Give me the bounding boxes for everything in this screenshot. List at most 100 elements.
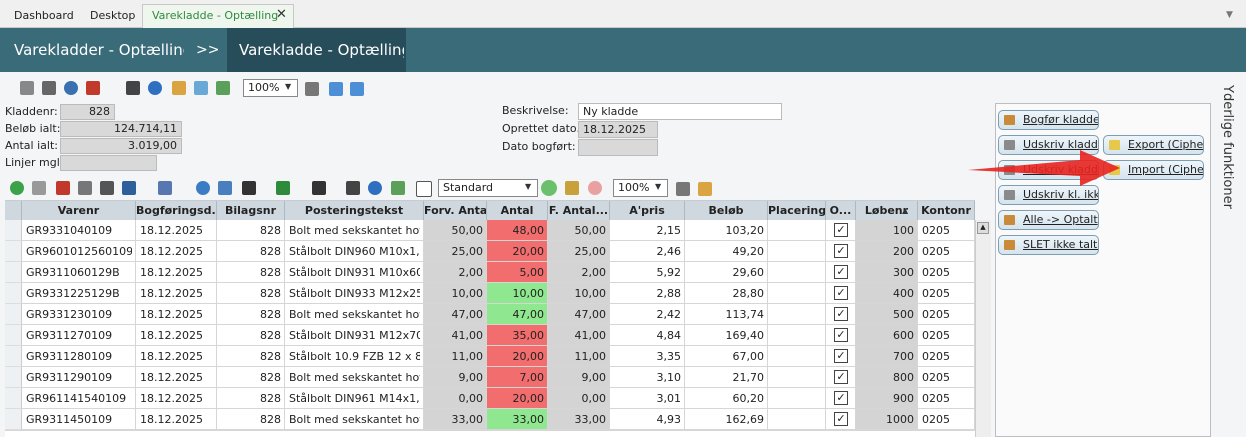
icon[interactable] bbox=[122, 181, 136, 195]
column-header[interactable]: Antal bbox=[487, 201, 548, 220]
cell-text[interactable]: 10,00 bbox=[512, 287, 545, 300]
cell-text[interactable]: 828 bbox=[260, 245, 281, 258]
column-header[interactable]: O... bbox=[826, 201, 856, 220]
cell-text[interactable]: 3,10 bbox=[656, 371, 682, 384]
cell-text[interactable]: GR961141540109 bbox=[26, 392, 127, 405]
cell-text[interactable]: 18.12.2025 bbox=[140, 266, 203, 279]
column-header[interactable]: Beløb bbox=[685, 201, 768, 220]
cell-text[interactable]: GR9311280109 bbox=[26, 350, 113, 363]
zoom-select[interactable]: 100% bbox=[243, 79, 298, 97]
icon[interactable] bbox=[216, 81, 230, 95]
cell-text[interactable]: 20,00 bbox=[512, 392, 545, 405]
cell-text[interactable]: 5,00 bbox=[519, 266, 545, 279]
tab[interactable]: Varekladde - Optælling bbox=[142, 4, 294, 28]
cell-text[interactable]: 41,00 bbox=[451, 329, 484, 342]
row-checkbox[interactable]: ✓ bbox=[834, 265, 848, 279]
tab[interactable]: Desktop bbox=[90, 9, 136, 22]
icon[interactable] bbox=[350, 82, 364, 96]
icon[interactable] bbox=[698, 182, 712, 196]
row-checkbox[interactable]: ✓ bbox=[834, 223, 848, 237]
cell-text[interactable]: 18.12.2025 bbox=[140, 392, 203, 405]
cell-text[interactable]: 0205 bbox=[922, 329, 950, 342]
icon[interactable] bbox=[391, 181, 405, 195]
cell-text[interactable]: 800 bbox=[893, 371, 914, 384]
cell-text[interactable]: 0205 bbox=[922, 308, 950, 321]
icon[interactable] bbox=[32, 181, 46, 195]
cell-text[interactable]: 2,88 bbox=[656, 287, 682, 300]
column-header[interactable]: Placering bbox=[768, 201, 826, 220]
cell-text[interactable]: 1000 bbox=[886, 413, 914, 426]
cell-text[interactable]: 25,00 bbox=[451, 245, 484, 258]
cell-text[interactable]: 2,46 bbox=[656, 245, 682, 258]
column-header[interactable]: Kontonr bbox=[918, 201, 975, 220]
column-header[interactable]: F. Antal... bbox=[548, 201, 610, 220]
cell-text[interactable]: Stålbolt 10.9 FZB 12 x 80... bbox=[289, 350, 420, 363]
zoom-select[interactable]: 100% bbox=[613, 179, 668, 197]
layout-select[interactable]: Standard bbox=[438, 179, 538, 197]
side-button[interactable]: Alle -> Optalt bbox=[998, 210, 1099, 230]
icon[interactable] bbox=[56, 181, 70, 195]
icon[interactable] bbox=[100, 181, 114, 195]
cell-text[interactable]: 169,40 bbox=[725, 329, 765, 342]
cell-text[interactable]: Bolt med sekskantet hov... bbox=[289, 224, 420, 237]
cell-text[interactable]: 20,00 bbox=[512, 350, 545, 363]
dropdown-arrow[interactable]: ▼ bbox=[525, 182, 532, 191]
row-checkbox[interactable]: ✓ bbox=[834, 370, 848, 384]
icon[interactable] bbox=[676, 182, 690, 196]
cell-text[interactable]: 18.12.2025 bbox=[140, 329, 203, 342]
icon[interactable] bbox=[588, 181, 602, 195]
field-value[interactable]: Ny kladde bbox=[578, 103, 782, 120]
cell-text[interactable]: 3,35 bbox=[656, 350, 682, 363]
column-header[interactable]: Bilagsnr bbox=[217, 201, 285, 220]
cell-text[interactable]: 300 bbox=[893, 266, 914, 279]
cell-text[interactable]: 29,60 bbox=[732, 266, 765, 279]
tab-close[interactable]: ✕ bbox=[276, 7, 287, 22]
icon[interactable] bbox=[276, 181, 290, 195]
breadcrumb-parent[interactable]: Varekladder - Optælling bbox=[14, 41, 184, 59]
cell-text[interactable]: 47,00 bbox=[512, 308, 545, 321]
icon[interactable] bbox=[148, 81, 162, 95]
column-header[interactable]: A'pris bbox=[610, 201, 685, 220]
icon[interactable] bbox=[10, 181, 24, 195]
icon[interactable] bbox=[172, 81, 186, 95]
cell-text[interactable]: 7,00 bbox=[519, 371, 545, 384]
cell-text[interactable]: GR9311060129B bbox=[26, 266, 120, 279]
icon[interactable] bbox=[305, 82, 319, 96]
side-button[interactable]: SLET ikke talte li bbox=[998, 235, 1099, 255]
cell-text[interactable]: 3,01 bbox=[656, 392, 682, 405]
cell-text[interactable]: GR9331225129B bbox=[26, 287, 120, 300]
icon[interactable] bbox=[346, 181, 360, 195]
cell-text[interactable]: GR9331230109 bbox=[26, 308, 113, 321]
cell-text[interactable]: Stålbolt DIN931 M12x70... bbox=[289, 329, 420, 342]
row-checkbox[interactable]: ✓ bbox=[834, 244, 848, 258]
cell-text[interactable]: 0205 bbox=[922, 266, 950, 279]
cell-text[interactable]: 600 bbox=[893, 329, 914, 342]
cell-text[interactable]: 33,00 bbox=[451, 413, 484, 426]
cell-text[interactable]: 49,20 bbox=[732, 245, 765, 258]
cell-text[interactable]: 9,00 bbox=[581, 371, 607, 384]
icon[interactable] bbox=[126, 81, 140, 95]
cell-text[interactable]: 33,00 bbox=[512, 413, 545, 426]
cell-text[interactable]: 5,92 bbox=[656, 266, 682, 279]
cell-text[interactable]: 0,00 bbox=[458, 392, 484, 405]
cell-text[interactable]: 35,00 bbox=[512, 329, 545, 342]
icon[interactable] bbox=[158, 181, 172, 195]
cell-text[interactable]: GR9311290109 bbox=[26, 371, 113, 384]
icon[interactable] bbox=[196, 181, 210, 195]
side-button[interactable]: Export (CipherLa bbox=[1103, 135, 1204, 155]
tab-menu[interactable]: ▼ bbox=[1226, 10, 1233, 20]
column-header[interactable]: Varenr bbox=[22, 201, 136, 220]
cell-text[interactable]: 9,00 bbox=[458, 371, 484, 384]
cell-text[interactable]: 10,00 bbox=[574, 287, 607, 300]
cell-text[interactable]: 48,00 bbox=[512, 224, 545, 237]
cell-text[interactable]: 2,00 bbox=[458, 266, 484, 279]
cell-text[interactable]: 28,80 bbox=[732, 287, 765, 300]
cell-text[interactable]: Bolt med sekskantet hov... bbox=[289, 413, 420, 426]
row-checkbox[interactable]: ✓ bbox=[834, 349, 848, 363]
cell-text[interactable]: 11,00 bbox=[451, 350, 484, 363]
tab[interactable]: Dashboard bbox=[14, 9, 74, 22]
column-header[interactable]: Forv. Antal bbox=[424, 201, 487, 220]
icon[interactable] bbox=[64, 81, 78, 95]
cell-text[interactable]: Stålbolt DIN933 M12x25... bbox=[289, 287, 420, 300]
icon[interactable] bbox=[242, 181, 256, 195]
